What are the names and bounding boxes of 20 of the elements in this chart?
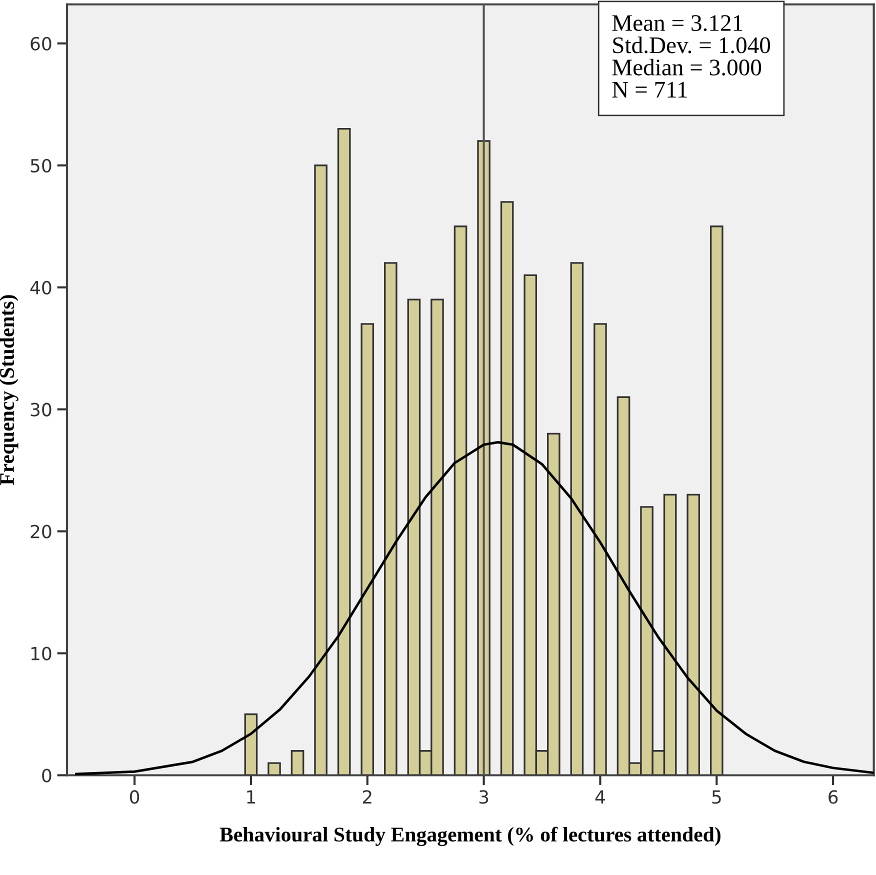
x-tick-label: 0 bbox=[130, 790, 140, 804]
x-tick-label: 4 bbox=[595, 790, 605, 804]
x-tick-label: 6 bbox=[828, 790, 838, 804]
annotation: Std.Dev. = 1.040 bbox=[613, 36, 770, 54]
y-tick-label: 10 bbox=[31, 646, 52, 660]
y-tick-label: 60 bbox=[30, 36, 52, 51]
y-tick-label: 50 bbox=[30, 158, 52, 172]
x-tick-label: 5 bbox=[712, 790, 721, 804]
y-tick-label: 0 bbox=[42, 768, 52, 782]
annotation: Mean = 3.121 bbox=[612, 15, 742, 32]
line-series bbox=[75, 441, 874, 776]
x-tick-label: 3 bbox=[479, 790, 488, 804]
x-tick-label: 1 bbox=[247, 790, 256, 804]
annotation: Median = 3.000 bbox=[612, 58, 762, 76]
x-tick-label: 2 bbox=[362, 790, 372, 804]
y-tick-label: 20 bbox=[30, 524, 52, 538]
annotation: N = 711 bbox=[612, 82, 687, 98]
x-axis-title: Behavioural Study Engagement (% of lectures attended) bbox=[220, 826, 720, 846]
y-tick-label: 30 bbox=[30, 402, 52, 416]
y-tick-label: 40 bbox=[30, 280, 52, 294]
